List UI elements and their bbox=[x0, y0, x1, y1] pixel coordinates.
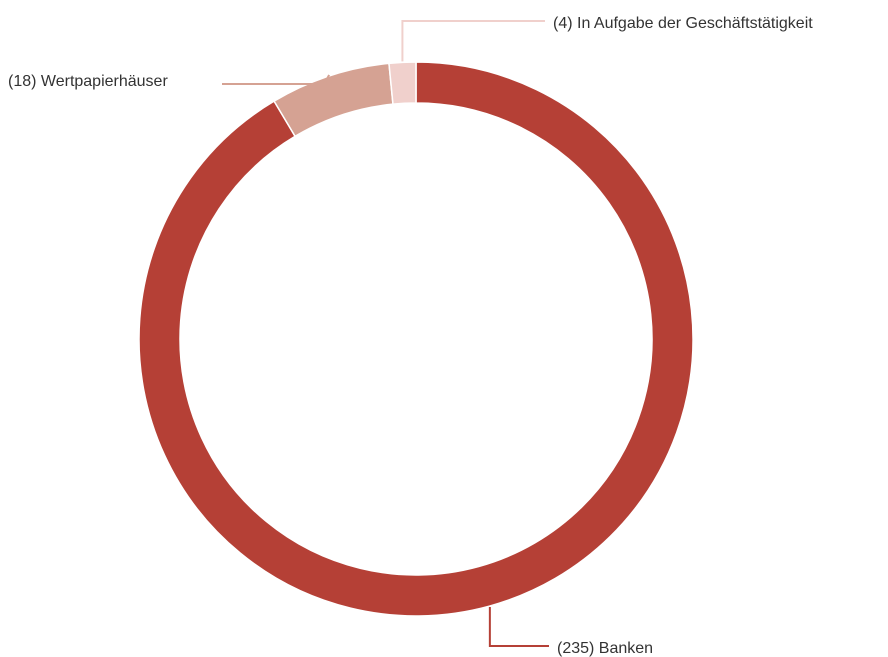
slice-aufgabe bbox=[388, 61, 417, 105]
slice-banken bbox=[138, 61, 694, 617]
donut-slices bbox=[138, 61, 694, 617]
slice-label-banken: (235) Banken bbox=[557, 640, 653, 657]
leader-lines bbox=[222, 20, 549, 647]
leader-line-wertpapierhaeuser bbox=[222, 74, 331, 85]
leader-line-banken bbox=[488, 607, 549, 647]
slice-wertpapierhaeuser bbox=[273, 62, 394, 138]
leader-line-aufgabe bbox=[401, 20, 545, 62]
slice-label-wertpapierhaeuser: (18) Wertpapierhäuser bbox=[8, 73, 168, 90]
slice-label-aufgabe: (4) In Aufgabe der Geschäftstätigkeit bbox=[553, 15, 813, 32]
